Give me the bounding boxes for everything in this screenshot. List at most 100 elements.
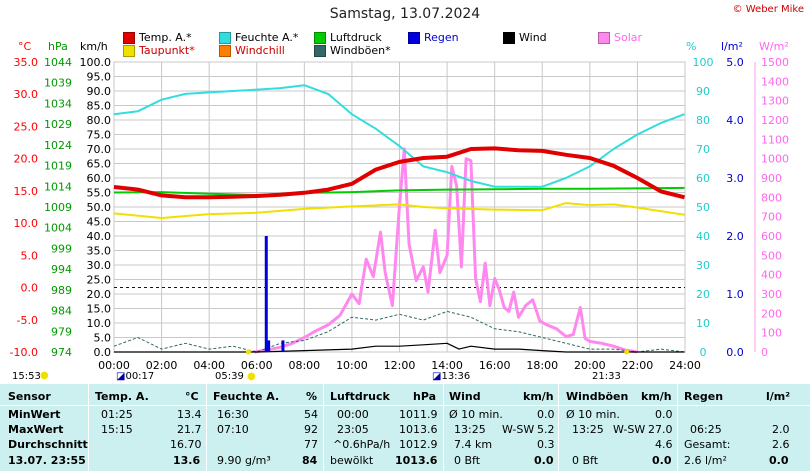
y-tick-label-wind: 15.0: [87, 303, 112, 316]
cell-value: Ø 10 min.: [566, 408, 620, 421]
legend-swatch: [123, 31, 135, 44]
y-tick-label-wind: 60.0: [87, 172, 112, 185]
cell-value: 7.4 km: [454, 438, 493, 451]
cell-value: Gesamt:: [684, 438, 731, 451]
y-tick-label-rain: 1.0: [726, 288, 744, 301]
cell-value: Ø 10 min.: [449, 408, 503, 421]
legend-swatch: [408, 31, 420, 44]
x-tick-label: 12:00: [384, 359, 416, 372]
x-tick-label: 24:00: [669, 359, 701, 372]
y-tick-label-humidity: 10: [696, 317, 710, 330]
y-tick-label-wind: 95.0: [87, 71, 112, 84]
y-tick-label-rain: 5.0: [726, 56, 744, 69]
y-tick-label-solar: 1200: [761, 114, 789, 127]
th-luftdruck-unit: hPa: [413, 390, 437, 403]
y-tick-label-wind: 65.0: [87, 158, 112, 171]
cell-value: 06:25: [690, 423, 722, 436]
y-tick-label-humidity: 30: [696, 259, 710, 272]
row-now-label: 13.07. 23:55: [8, 454, 86, 467]
legend-swatch: [219, 44, 231, 57]
cell-value: 16.70: [170, 438, 202, 451]
cell-value: 0.0: [655, 408, 673, 421]
row-avg-label: Durchschnitt: [8, 438, 88, 451]
axis-head-pressure: hPa: [48, 40, 68, 53]
series-feuchte-a: [113, 84, 685, 188]
y-tick-label-pressure: 1009: [44, 201, 72, 214]
th-wind: Wind: [449, 390, 481, 403]
y-tick-label-humidity: 20: [696, 288, 710, 301]
y-tick-label-pressure: 1024: [44, 139, 72, 152]
cell-value: 4.6: [655, 438, 673, 451]
th-regen: Regen: [684, 390, 724, 403]
legend-label: Regen: [424, 31, 459, 44]
y-tick-label-rain: 3.0: [726, 172, 744, 185]
y-tick-label-wind: 20.0: [87, 288, 112, 301]
legend-wind: Wind: [503, 31, 547, 44]
series-temp-a: [113, 146, 685, 200]
cell-value: ^0.6hPa/h: [333, 438, 391, 451]
y-tick-label-wind: 55.0: [87, 187, 112, 200]
axis-head-wind: km/h: [80, 40, 108, 53]
th-wind-unit: km/h: [523, 390, 554, 403]
legend-windchill: Windchill: [219, 44, 285, 57]
cell-value: 1013.6: [399, 423, 438, 436]
y-tick-label-pressure: 989: [51, 284, 72, 297]
weather-chart: 00:00 02:00 04:00 06:00 08:00 10:00 12:00 14:00…: [10, 56, 789, 372]
cell-value: 1011.9: [399, 408, 438, 421]
legend-taupunkt: Taupunkt*: [123, 44, 195, 57]
y-tick-label-humidity: 100: [693, 56, 714, 69]
y-tick-label-humidity: 50: [696, 201, 710, 214]
cell-value: 0 Bft: [454, 454, 481, 467]
y-tick-label-solar: 1300: [761, 95, 789, 108]
series-wind: [114, 342, 685, 353]
cell-value: 84: [302, 454, 318, 467]
sunrise-time: 05:39 ●: [215, 371, 256, 382]
cell-value: 5.2: [537, 423, 555, 436]
y-tick-label-pressure: 1004: [44, 222, 72, 235]
y-tick-label-humidity: 60: [696, 172, 710, 185]
cell-value: 01:25: [101, 408, 133, 421]
cell-value: 00:00: [337, 408, 369, 421]
legend-label: Feuchte A.*: [235, 31, 299, 44]
cell-value: 1012.9: [399, 438, 438, 451]
cell-value: 0.0: [534, 454, 554, 467]
legend-swatch: [314, 31, 326, 44]
y-tick-label-pressure: 1029: [44, 118, 72, 131]
y-tick-label-pressure: 979: [51, 325, 72, 338]
credit-text[interactable]: © Weber Mike: [732, 4, 804, 15]
x-tick-label: 02:00: [146, 359, 178, 372]
cell-value: 0.3: [537, 438, 555, 451]
th-feuchte-unit: %: [306, 390, 318, 403]
cell-value: 77: [304, 438, 318, 451]
rain-bar: [264, 236, 268, 352]
rain-bar: [281, 340, 285, 352]
y-tick-label-pressure: 999: [51, 242, 72, 255]
cell-value: 0 Bft: [572, 454, 599, 467]
y-tick-label-solar: 600: [761, 230, 782, 243]
y-tick-label-wind: 5.0: [94, 332, 112, 345]
y-tick-label-solar: 900: [761, 172, 782, 185]
legend-swatch: [314, 44, 326, 57]
stats-table: Sensor Temp. A. °C Feuchte A. % Luftdruc…: [0, 384, 810, 471]
y-tick-label-temp: 20.0: [14, 153, 39, 166]
x-tick-label: 14:00: [431, 359, 463, 372]
cell-value: 2.0: [772, 423, 790, 436]
y-tick-label-solar: 800: [761, 191, 782, 204]
x-tick-label: 06:00: [241, 359, 273, 372]
y-tick-label-rain: 0.0: [726, 346, 744, 359]
y-tick-label-pressure: 1044: [44, 56, 72, 69]
sunset-time: 21:33: [592, 371, 621, 382]
sun-row: 15:53 ● ◪00:17 05:39 ● ◪13:36 21:33: [0, 370, 810, 384]
cell-value: 13:25: [454, 423, 486, 436]
legend-swatch: [123, 44, 135, 57]
sun-icon: ●: [247, 371, 256, 382]
chart-title: Samstag, 13.07.2024: [329, 6, 481, 22]
x-tick-label: 20:00: [574, 359, 606, 372]
x-tick-label: 18:00: [526, 359, 558, 372]
legend-label: Wind: [519, 31, 547, 44]
cell-value: 27.0: [648, 423, 673, 436]
cell-value: 21.7: [177, 423, 202, 436]
y-tick-label-temp: 15.0: [14, 185, 39, 198]
th-temp-unit: °C: [185, 390, 199, 403]
cell-value: 9.90 g/m³: [217, 454, 271, 467]
